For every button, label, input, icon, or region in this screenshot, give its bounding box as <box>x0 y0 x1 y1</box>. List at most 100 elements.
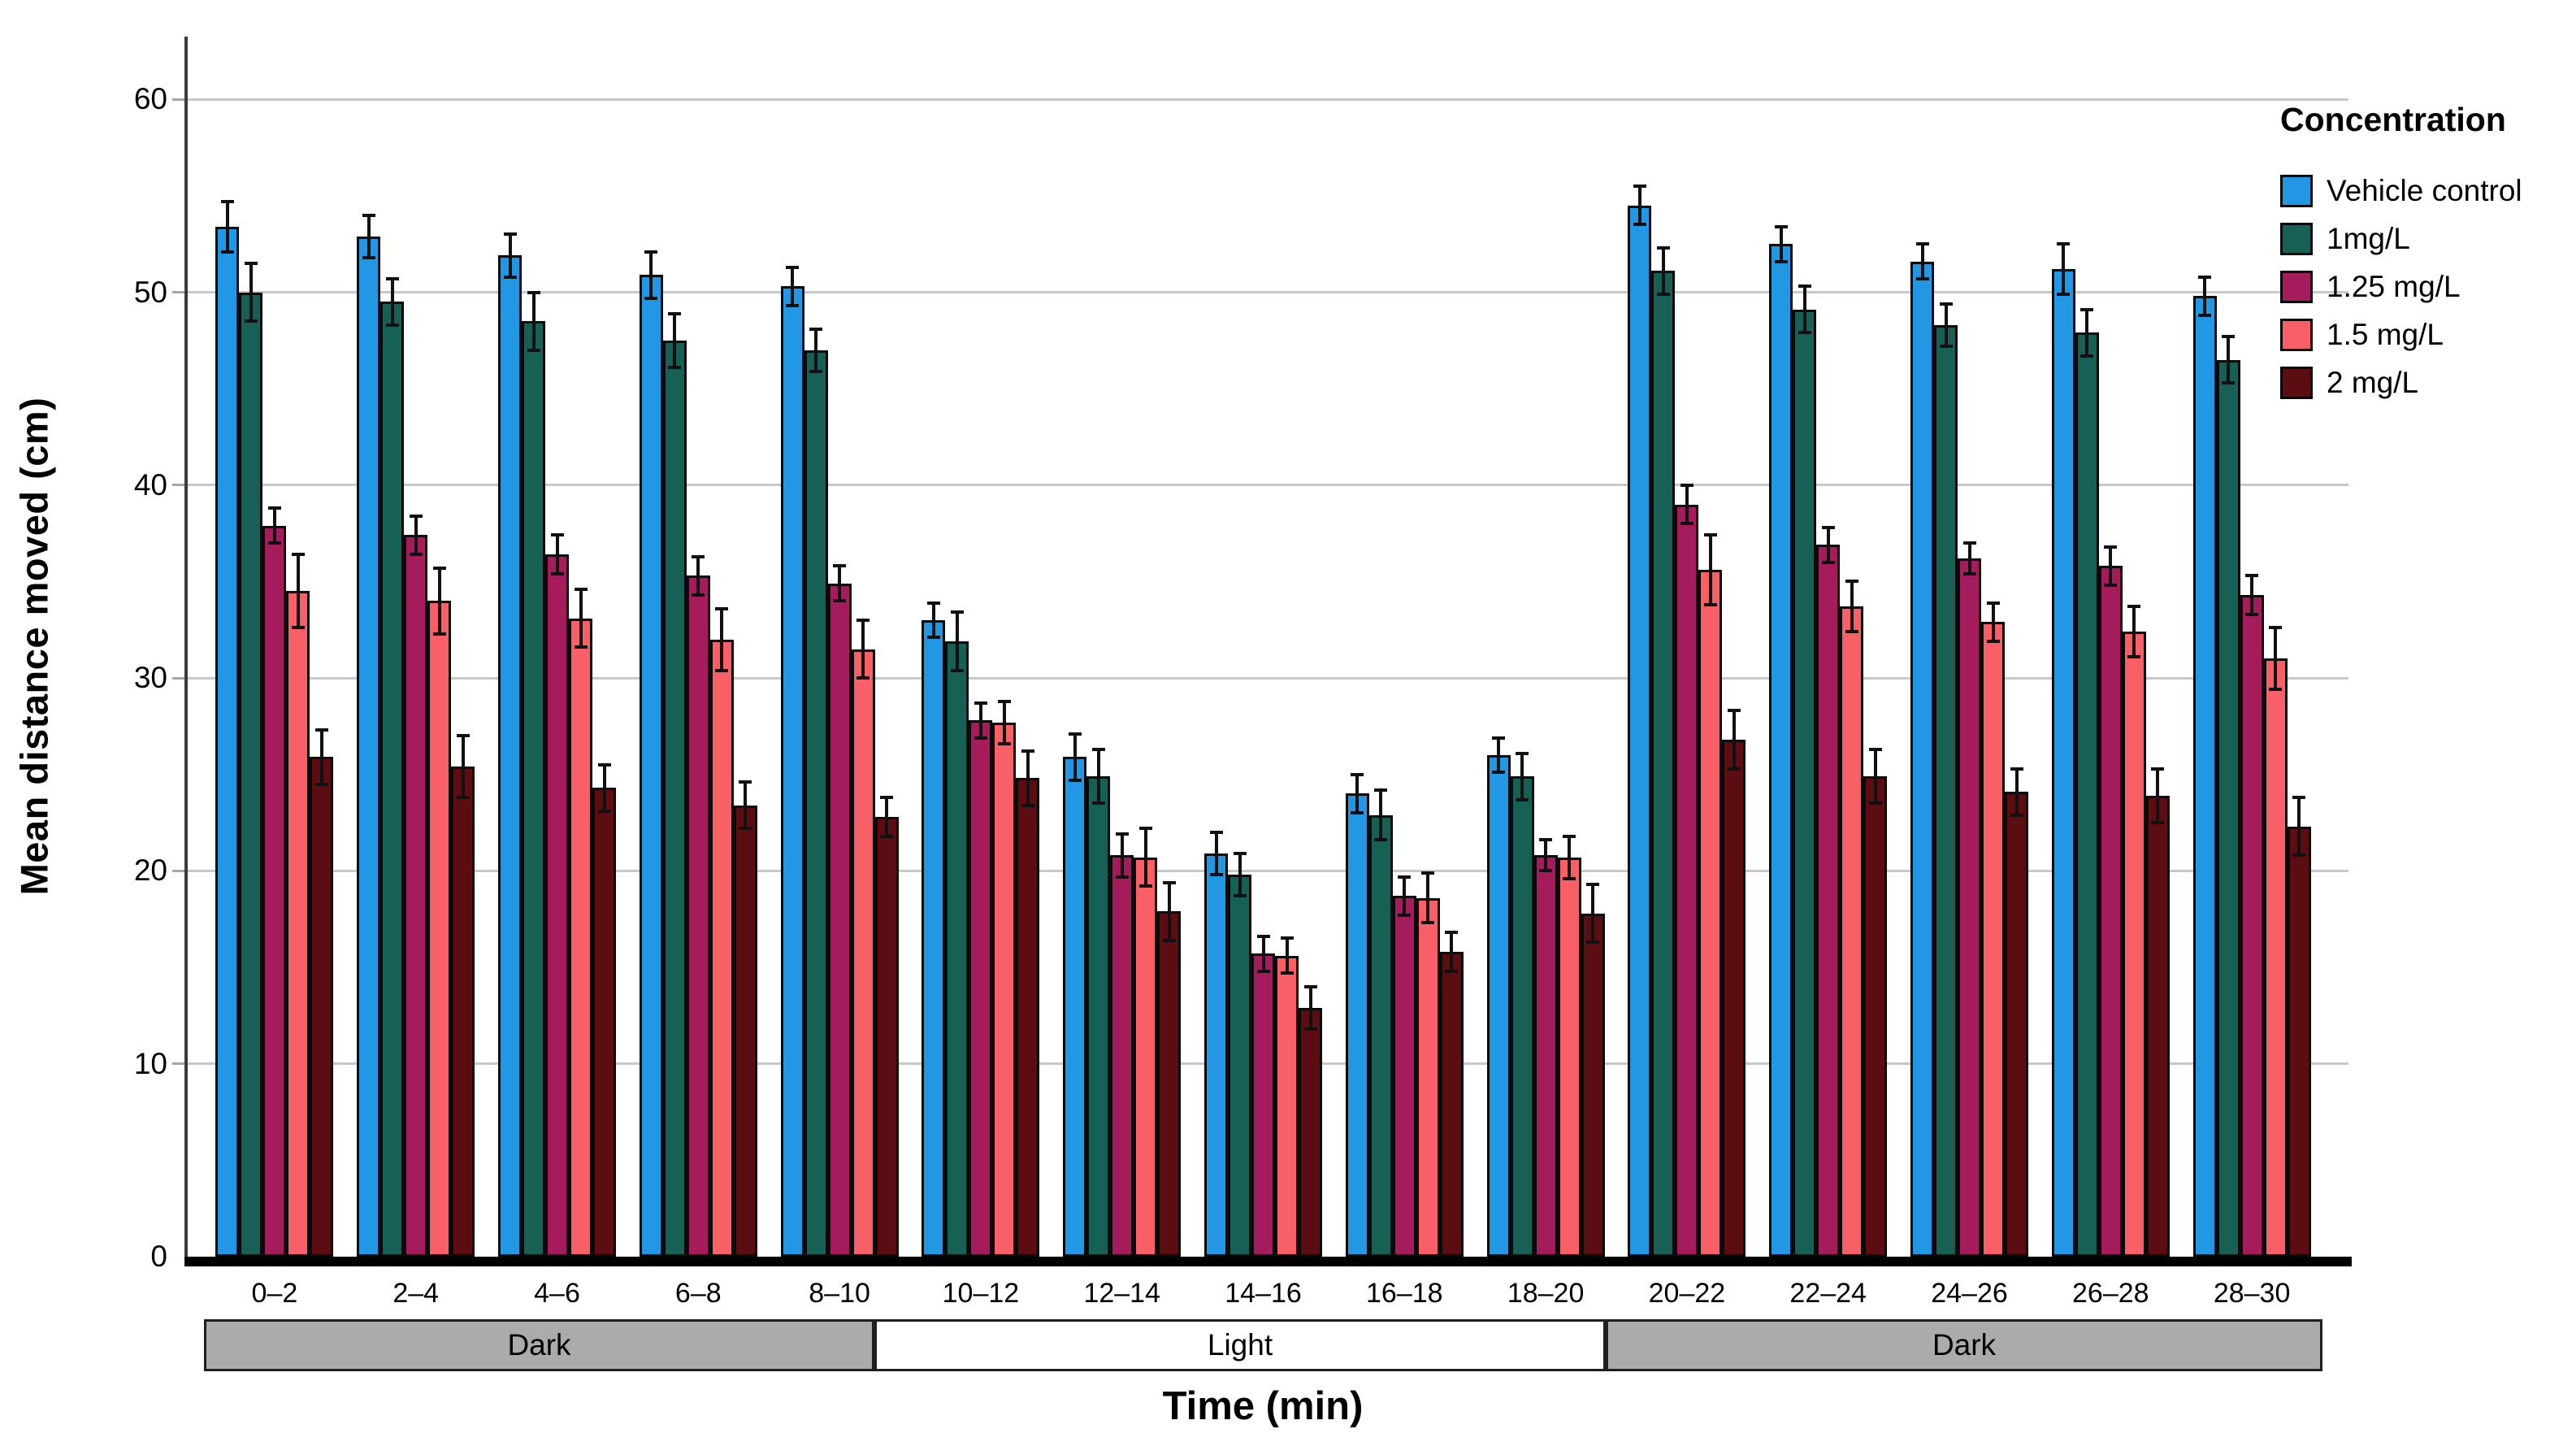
error-bar-cap-bottom <box>880 834 894 838</box>
y-tick-mark-40 <box>172 484 186 487</box>
error-bar-line <box>579 589 583 648</box>
error-bar-cap-top <box>362 213 375 217</box>
x-tick-label-4: 8–10 <box>809 1278 870 1309</box>
error-bar-cap-top <box>527 290 540 294</box>
error-bar-line <box>2014 768 2019 815</box>
error-bar-line <box>531 292 536 350</box>
error-bar-cap-bottom <box>291 626 305 630</box>
y-tick-label-30: 30 <box>133 661 167 695</box>
error-bar-cap-top <box>1633 184 1646 188</box>
error-bar-line <box>508 234 512 277</box>
x-tick-label-13: 26–28 <box>2072 1278 2149 1309</box>
bar-1-25-mg-l-3 <box>686 575 710 1257</box>
error-bar-line <box>696 556 700 596</box>
x-tick-label-2: 4–6 <box>534 1278 580 1309</box>
error-bar-line <box>249 263 253 322</box>
y-tick-mark-60 <box>172 98 186 101</box>
error-bar-line <box>1826 528 1830 562</box>
bar-vehicle-control-2 <box>498 255 522 1257</box>
error-bar-cap-bottom <box>503 275 517 279</box>
error-bar-cap-top <box>2222 335 2236 339</box>
error-bar-cap-bottom <box>314 782 328 786</box>
error-bar-cap-bottom <box>432 632 446 636</box>
bar-2-mg-l-9 <box>1581 913 1605 1257</box>
error-bar-cap-top <box>1091 747 1105 751</box>
error-bar-cap-bottom <box>2269 688 2283 692</box>
legend: Concentration Vehicle control 1mg/L 1.25 m… <box>2280 101 2522 415</box>
error-bar-line <box>744 782 748 829</box>
phase-band-dark-2: Dark <box>1606 1319 2322 1371</box>
error-bar-cap-top <box>880 796 894 800</box>
bar-vehicle-control-10 <box>1628 205 1652 1257</box>
error-bar-cap-top <box>2269 626 2283 630</box>
gridline-30 <box>186 676 2348 680</box>
bar-2-mg-l-8 <box>1439 952 1464 1257</box>
error-bar-cap-top <box>997 699 1011 703</box>
bar-1mg-l-12 <box>1934 324 1958 1257</box>
error-bar-cap-bottom <box>1633 223 1646 227</box>
bar-1-5-mg-l-6 <box>1134 857 1158 1257</box>
error-bar-line <box>2227 337 2231 384</box>
x-tick-label-5: 10–12 <box>942 1278 1020 1309</box>
error-bar-cap-bottom <box>809 369 823 373</box>
error-bar-cap-top <box>1233 852 1247 856</box>
bar-1mg-l-5 <box>945 641 969 1257</box>
error-bar-cap-top <box>1162 880 1176 884</box>
error-bar-cap-bottom <box>1962 571 1976 575</box>
legend-label: 1mg/L <box>2327 222 2410 255</box>
error-bar-line <box>1238 853 1242 897</box>
error-bar-line <box>1308 986 1312 1029</box>
error-bar-line <box>414 515 418 555</box>
bar-1-5-mg-l-4 <box>851 649 875 1257</box>
error-bar-cap-bottom <box>833 599 847 603</box>
bar-2-mg-l-3 <box>733 805 757 1257</box>
error-bar-line <box>319 730 323 784</box>
legend-label: Vehicle control <box>2327 174 2522 207</box>
error-bar-line <box>1096 749 1100 804</box>
bar-1-5-mg-l-11 <box>1840 606 1864 1257</box>
bar-1-25-mg-l-7 <box>1251 953 1275 1257</box>
x-tick-label-14: 28–30 <box>2213 1278 2291 1309</box>
error-bar-cap-top <box>1821 526 1835 529</box>
error-bar-line <box>2085 309 2089 356</box>
error-bar-cap-bottom <box>244 319 258 324</box>
error-bar-line <box>1073 733 1077 780</box>
error-bar-cap-top <box>715 606 729 610</box>
bar-1mg-l-10 <box>1651 271 1676 1257</box>
bar-2-mg-l-12 <box>2005 792 2028 1257</box>
error-bar-line <box>225 201 229 252</box>
error-bar-cap-bottom <box>715 668 729 672</box>
error-bar-line <box>649 251 653 298</box>
error-bar-line <box>1873 749 1877 804</box>
legend-item-vehicle-control: Vehicle control <box>2280 174 2522 207</box>
error-bar-line <box>720 608 724 671</box>
bar-vehicle-control-8 <box>1345 793 1369 1257</box>
gridline-40 <box>186 484 2348 487</box>
error-bar-cap-top <box>1703 533 1717 537</box>
legend-items: Vehicle control 1mg/L 1.25 mg/L 1.5 mg/L 2 m… <box>2280 174 2522 399</box>
error-bar-cap-top <box>409 514 423 518</box>
error-bar-cap-top <box>432 566 446 570</box>
error-bar-cap-bottom <box>692 593 705 597</box>
error-bar-cap-top <box>574 587 588 591</box>
error-bar-cap-top <box>974 701 987 705</box>
bar-2-mg-l-5 <box>1016 778 1040 1257</box>
error-bar-line <box>673 313 677 368</box>
error-bar-line <box>885 797 889 836</box>
gridline-50 <box>186 291 2348 293</box>
error-bar-cap-top <box>644 250 658 254</box>
bar-1-5-mg-l-3 <box>709 639 734 1257</box>
error-bar-cap-bottom <box>1445 969 1459 973</box>
error-bar-cap-top <box>1986 601 2000 605</box>
error-bar-cap-bottom <box>2151 821 2165 825</box>
error-bar-cap-bottom <box>739 827 752 831</box>
error-bar-cap-bottom <box>1091 801 1105 806</box>
error-bar-cap-top <box>1492 736 1506 740</box>
legend-title: Concentration <box>2280 101 2506 138</box>
error-bar-line <box>1497 737 1501 773</box>
error-bar-line <box>1379 789 1383 840</box>
error-bar-line <box>791 267 795 306</box>
error-bar-cap-top <box>1398 875 1412 879</box>
error-bar-line <box>366 215 371 258</box>
error-bar-line <box>1967 542 1971 574</box>
